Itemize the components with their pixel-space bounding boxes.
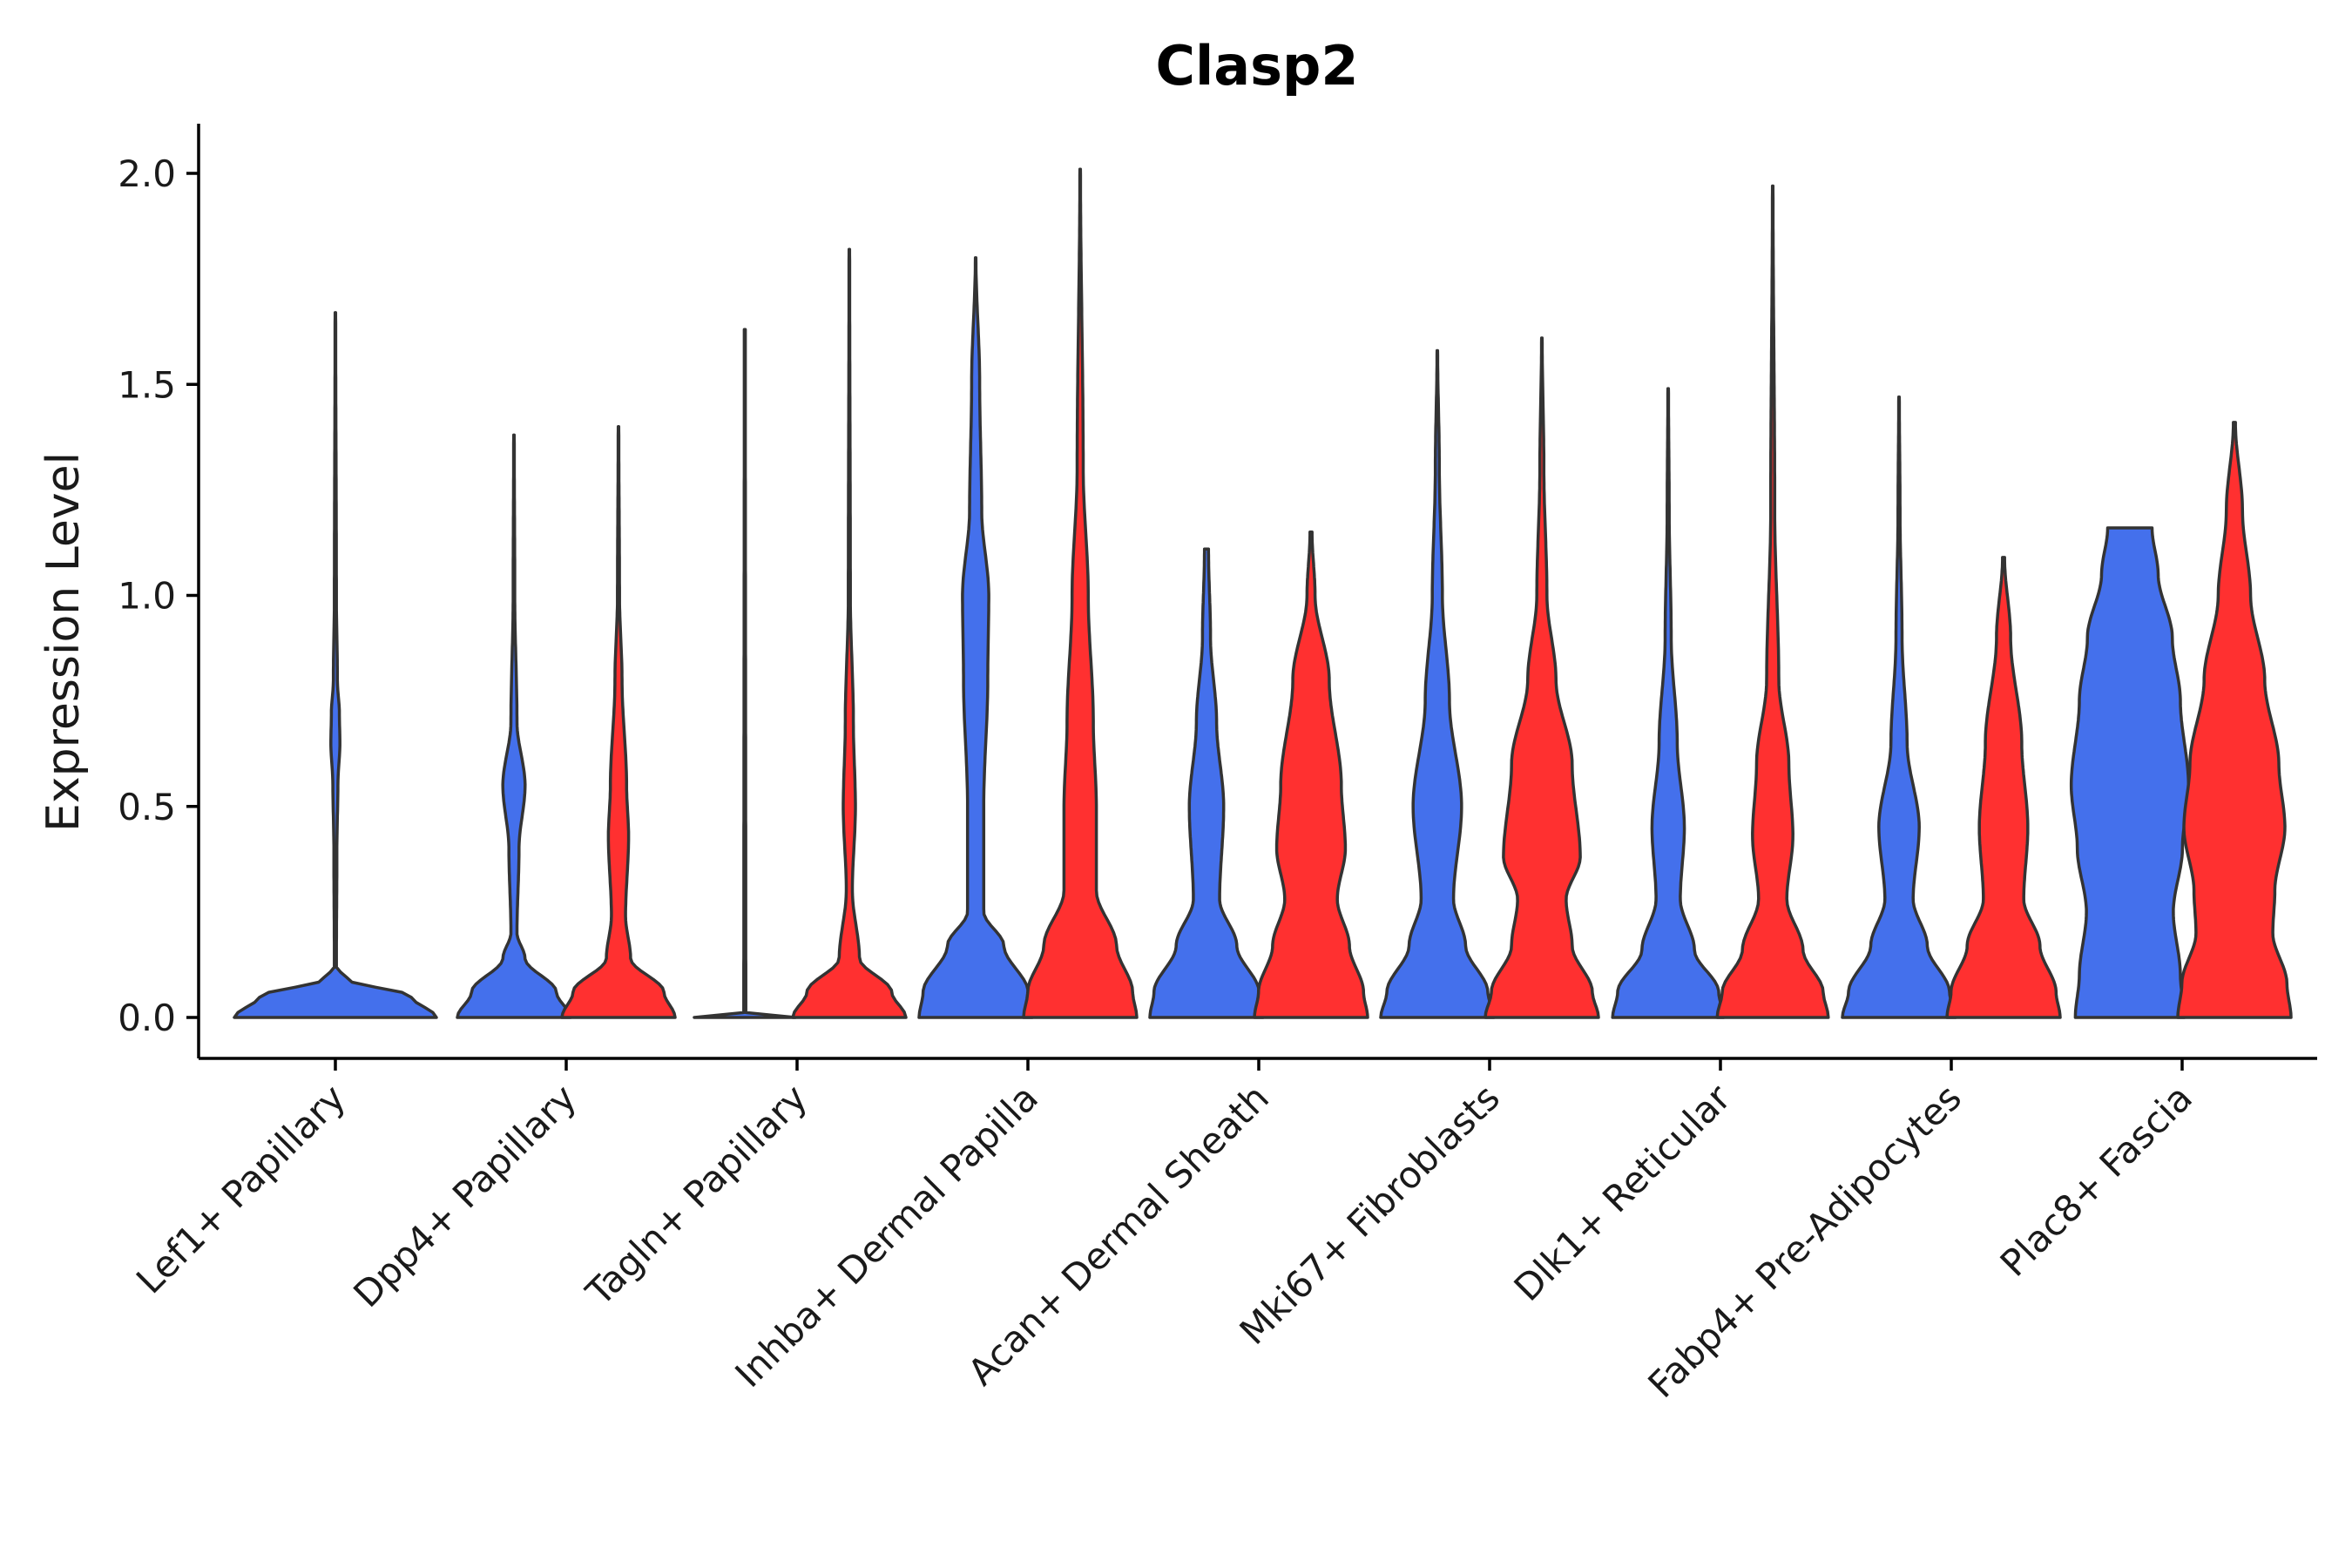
violin-group2-8 [1945,556,2062,1019]
violin-group2-4 [1022,167,1139,1019]
violin-group1-1 [233,311,438,1019]
violin-group1-8 [1841,395,1957,1019]
x-tick-label: Tagln+ Papillary [578,1076,815,1314]
violin-group1-2 [456,433,572,1019]
violin-group1-3 [693,328,797,1019]
y-axis-title: Expression Level [37,452,90,832]
violin-group1-9 [2069,526,2191,1019]
y-tick-label: 1.0 [118,575,176,618]
violin-group2-9 [2176,421,2293,1019]
violin-group1-7 [1611,387,1726,1019]
violin-group2-7 [1715,184,1830,1019]
x-tick-label: Plac8+ Fascia [1992,1076,2200,1284]
violin-group2-3 [791,247,908,1019]
x-tick-label: Dlk1+ Reticular [1506,1076,1740,1309]
violin-group1-4 [917,256,1034,1019]
y-tick-label: 2.0 [118,152,176,195]
violin-layer [233,167,2293,1019]
x-tick-label: Dpp4+ Papillary [345,1076,585,1315]
violin-group2-2 [560,424,677,1019]
chart-title: Clasp2 [1155,34,1358,98]
y-tick-label: 1.5 [118,363,176,406]
y-tick-label: 0.0 [118,997,176,1039]
violin-group2-5 [1253,531,1369,1019]
x-tick-label: Mki67+ Fibroblasts [1232,1076,1508,1352]
y-tick-label: 0.5 [118,786,176,828]
violin-group1-5 [1148,547,1265,1019]
x-tick-label: Lef1+ Papillary [128,1076,354,1301]
violin-group1-6 [1379,348,1496,1019]
violin-group2-6 [1484,336,1600,1019]
